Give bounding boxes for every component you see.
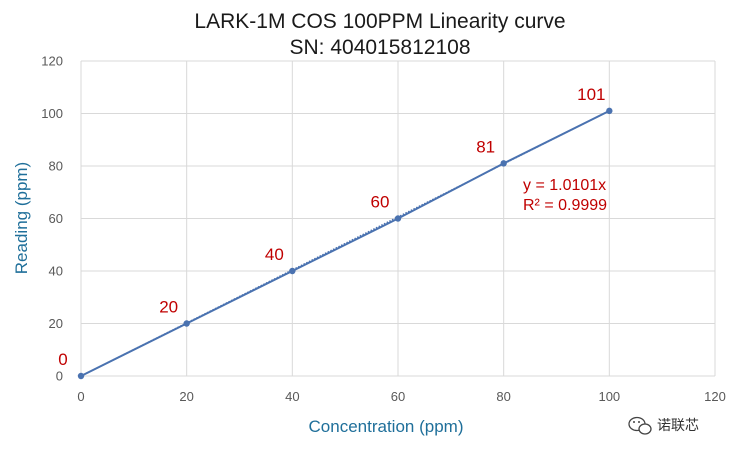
series-line xyxy=(80,109,610,377)
data-point xyxy=(77,372,85,380)
data-point xyxy=(394,215,402,222)
x-tick-label: 40 xyxy=(285,389,299,404)
y-tick-label: 80 xyxy=(49,159,63,174)
data-point xyxy=(183,320,190,327)
y-tick-label: 40 xyxy=(49,264,63,279)
y-axis-ticks: 0 20 40 60 80 100 120 xyxy=(41,54,63,384)
data-point xyxy=(500,160,507,167)
x-axis-title: Concentration (ppm) xyxy=(309,417,464,436)
y-tick-label: 20 xyxy=(49,316,63,331)
watermark-text: 诺联芯 xyxy=(657,418,699,434)
chart-subtitle: SN: 404015812108 xyxy=(290,36,471,59)
x-tick-label: 80 xyxy=(496,389,510,404)
watermark: 诺联芯 xyxy=(628,416,699,435)
x-tick-label: 100 xyxy=(598,389,620,404)
data-label: 0 xyxy=(58,350,67,369)
data-label: 40 xyxy=(265,245,284,264)
chart-title: LARK-1M COS 100PPM Linearity curve xyxy=(194,10,565,33)
trendline-equation: y = 1.0101x xyxy=(523,177,606,194)
wechat-icon xyxy=(628,416,652,435)
x-axis-ticks: 0 20 40 60 80 100 120 xyxy=(77,389,725,404)
trendline-r-squared: R² = 0.9999 xyxy=(523,197,607,214)
data-label: 20 xyxy=(159,298,178,317)
data-labels: 0 20 40 60 81 101 xyxy=(58,85,605,369)
y-axis-title: Reading (ppm) xyxy=(12,162,31,274)
y-tick-label: 120 xyxy=(41,54,63,69)
data-label: 60 xyxy=(371,193,390,212)
data-series xyxy=(77,107,613,380)
y-tick-label: 100 xyxy=(41,106,63,121)
data-point xyxy=(289,267,296,275)
x-tick-label: 120 xyxy=(704,389,726,404)
data-label: 101 xyxy=(577,85,605,104)
y-tick-label: 60 xyxy=(49,211,63,226)
data-point xyxy=(606,107,613,115)
x-tick-label: 0 xyxy=(77,389,84,404)
data-label: 81 xyxy=(476,137,495,156)
x-tick-label: 20 xyxy=(179,389,193,404)
x-tick-label: 60 xyxy=(391,389,405,404)
y-tick-label: 0 xyxy=(56,369,63,384)
